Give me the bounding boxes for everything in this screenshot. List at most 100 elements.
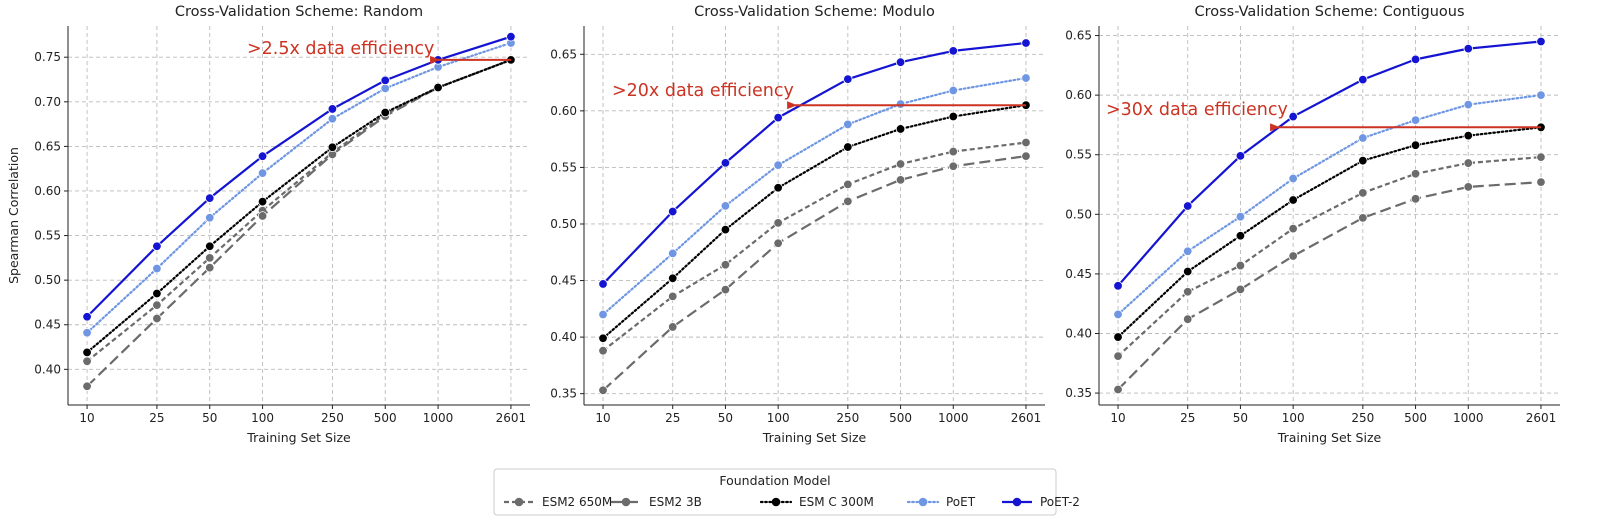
- legend-label-esm2-3b: ESM2 3B: [649, 495, 702, 509]
- legend-box: [493, 468, 1057, 516]
- y-tick-label: 0.50: [550, 217, 577, 231]
- data-point-poet: [1113, 309, 1123, 320]
- series-line-poet: [601, 76, 1028, 316]
- x-tick-label: 25: [1180, 411, 1195, 425]
- x-axis-label: Training Set Size: [762, 430, 867, 445]
- y-tick-label: 0.70: [34, 95, 61, 109]
- data-point-esm-c-300m: [1358, 155, 1368, 166]
- series-line-esm2-3b: [602, 155, 1027, 392]
- data-point-poet-2: [152, 241, 162, 251]
- data-point-esm2-3b: [1358, 213, 1368, 223]
- data-point-esm-c-300m: [205, 241, 215, 251]
- x-tick-label: 50: [202, 411, 217, 425]
- data-point-poet: [1358, 133, 1368, 143]
- series-line-poet-2: [1117, 40, 1542, 287]
- x-tick-label: 25: [149, 411, 164, 425]
- data-point-esm2-650m: [152, 300, 162, 310]
- data-point-poet: [1183, 246, 1193, 256]
- chart-panel-3: 0.35 0.40 0.45 0.50 0.55 0.60 0.65 10 25 50 100 250…: [1065, 4, 1560, 445]
- x-tick-label: 50: [718, 411, 733, 425]
- x-tick-label: 10: [1110, 411, 1125, 425]
- legend-marker-esm2-3b: [621, 497, 631, 507]
- annotation-text: >2.5x data efficiency: [247, 39, 434, 59]
- y-tick-label: 0.75: [34, 50, 61, 64]
- data-point-poet-2: [82, 312, 92, 322]
- data-point-esm2-3b: [1183, 314, 1193, 324]
- data-point-esm2-650m: [948, 146, 958, 157]
- data-point-esm-c-300m: [1410, 140, 1421, 150]
- data-point-esm2-650m: [1410, 169, 1421, 179]
- data-point-esm2-3b: [257, 211, 268, 221]
- y-tick-label: 0.40: [34, 362, 61, 376]
- y-tick-label: 0.45: [550, 274, 577, 288]
- data-point-esm2-650m: [598, 345, 608, 356]
- data-point-esm-c-300m: [380, 107, 390, 118]
- y-tick-label: 0.65: [1065, 29, 1092, 43]
- data-point-poet: [668, 248, 678, 259]
- y-tick-label: 0.65: [34, 139, 61, 153]
- annotation-text: >30x data efficiency: [1106, 100, 1288, 120]
- data-point-esm-c-300m: [257, 196, 268, 207]
- y-tick-label: 0.55: [1065, 148, 1092, 162]
- y-tick-label: 0.45: [1065, 267, 1092, 281]
- data-point-esm2-650m: [668, 291, 678, 302]
- y-tick-label: 0.55: [550, 160, 577, 174]
- data-point-esm-c-300m: [1235, 231, 1246, 241]
- data-point-esm2-3b: [1288, 251, 1298, 261]
- data-point-esm-c-300m: [152, 288, 162, 299]
- data-point-poet: [1410, 115, 1421, 125]
- data-point-poet-2: [1113, 281, 1123, 291]
- data-point-poet: [1288, 173, 1298, 184]
- data-point-esm2-650m: [1235, 260, 1246, 271]
- data-point-poet: [152, 263, 162, 274]
- data-point-esm-c-300m: [82, 347, 92, 358]
- legend-marker-esm2-650m: [514, 497, 524, 507]
- data-point-poet-2: [720, 158, 731, 168]
- x-tick-label: 10: [595, 411, 610, 425]
- y-tick-label: 0.40: [1065, 326, 1092, 340]
- data-point-poet: [720, 201, 731, 211]
- data-point-poet: [773, 160, 783, 170]
- data-point-esm-c-300m: [948, 111, 958, 122]
- data-point-esm2-650m: [720, 260, 731, 270]
- data-point-poet-2: [205, 193, 215, 203]
- chart-title: Cross-Validation Scheme: Contiguous: [1194, 4, 1464, 20]
- data-point-poet-2: [895, 57, 906, 67]
- data-point-poet-2: [843, 74, 853, 84]
- data-point-poet-2: [327, 104, 338, 114]
- x-tick-label: 250: [836, 411, 859, 425]
- data-point-poet: [380, 83, 390, 94]
- x-tick-label: 2601: [496, 411, 527, 425]
- chart-panel-2: 0.35 0.40 0.45 0.50 0.55 0.60 0.65 10 25 50 100 250…: [550, 4, 1045, 445]
- data-point-esm-c-300m: [1463, 130, 1473, 141]
- y-tick-label: 0.60: [550, 104, 577, 118]
- data-point-esm-c-300m: [1113, 332, 1123, 342]
- data-point-poet-2: [1410, 54, 1421, 65]
- data-point-esm-c-300m: [598, 333, 608, 343]
- x-tick-label: 10: [79, 411, 94, 425]
- legend-label-poet-2: PoET-2: [1040, 495, 1080, 509]
- legend-label-esm-c-300m: ESM C 300M: [799, 495, 874, 509]
- data-point-esm2-650m: [843, 179, 853, 190]
- legend-title: Foundation Model: [719, 473, 830, 488]
- data-point-esm2-650m: [1536, 152, 1546, 162]
- data-point-poet-2: [1358, 74, 1368, 85]
- data-point-esm-c-300m: [1288, 195, 1298, 205]
- data-point-esm2-3b: [205, 262, 215, 273]
- data-point-poet: [1536, 90, 1546, 100]
- series-line-esm2-3b: [1117, 181, 1542, 391]
- series-line-poet-2: [86, 35, 512, 318]
- data-point-esm2-3b: [152, 313, 162, 324]
- data-point-esm2-3b: [598, 385, 608, 395]
- x-tick-label: 100: [251, 411, 274, 425]
- y-tick-label: 0.60: [1065, 88, 1092, 102]
- data-point-esm2-3b: [895, 175, 906, 185]
- data-point-esm2-3b: [1410, 194, 1421, 204]
- series-line-esm2-650m: [602, 141, 1027, 352]
- data-point-poet: [82, 328, 92, 338]
- x-tick-label: 100: [767, 411, 790, 425]
- data-point-esm2-3b: [773, 238, 783, 248]
- data-point-poet: [205, 213, 215, 223]
- data-point-poet-2: [1235, 151, 1246, 161]
- data-point-poet: [1235, 211, 1246, 222]
